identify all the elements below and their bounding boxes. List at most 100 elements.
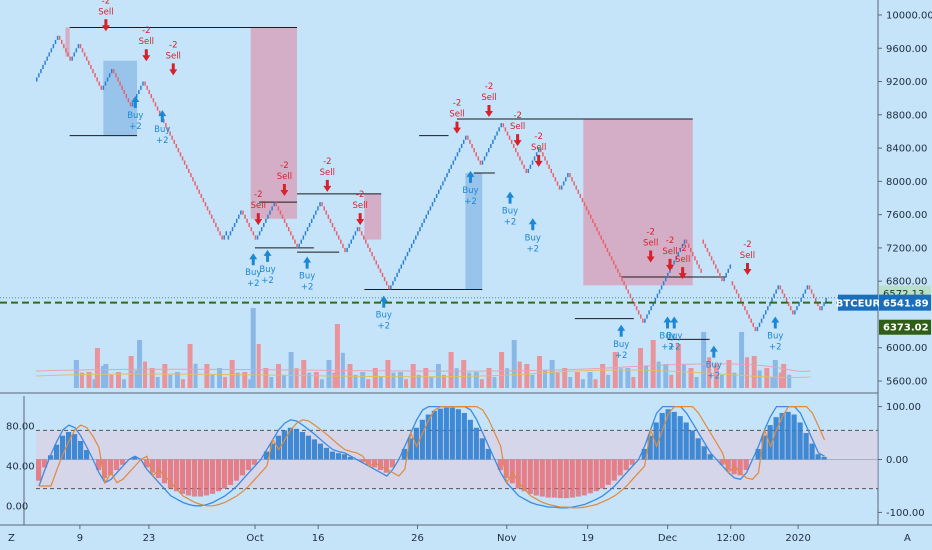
osc-histogram-bar bbox=[293, 428, 300, 460]
volume-bar bbox=[625, 368, 631, 388]
volume-bar bbox=[143, 361, 148, 388]
renko-brick bbox=[552, 173, 555, 178]
renko-brick bbox=[748, 314, 750, 319]
osc-histogram-bar bbox=[311, 439, 318, 460]
osc-histogram-bar bbox=[503, 459, 509, 479]
renko-brick bbox=[533, 156, 536, 161]
sell-arrow-icon bbox=[678, 267, 687, 280]
renko-brick bbox=[36, 77, 38, 82]
renko-brick bbox=[490, 143, 492, 149]
risk-zone bbox=[65, 27, 70, 57]
renko-brick bbox=[146, 85, 148, 90]
renko-brick bbox=[285, 222, 288, 228]
renko-brick bbox=[294, 239, 296, 244]
renko-brick bbox=[535, 152, 538, 157]
renko-brick bbox=[412, 239, 415, 244]
volume-bar bbox=[656, 361, 661, 388]
renko-brick bbox=[356, 227, 359, 232]
osc-histogram-bar bbox=[761, 435, 767, 460]
renko-brick bbox=[721, 277, 723, 282]
osc-histogram-bar bbox=[215, 459, 222, 492]
renko-brick bbox=[273, 202, 275, 207]
osc-histogram-bar bbox=[341, 454, 347, 460]
volume-bar bbox=[275, 364, 281, 388]
renko-brick bbox=[590, 214, 592, 219]
renko-brick bbox=[785, 297, 788, 302]
volume-bar bbox=[435, 364, 441, 388]
sell-arrow-icon bbox=[169, 63, 178, 76]
renko-brick bbox=[40, 69, 42, 74]
renko-brick bbox=[742, 301, 744, 307]
renko-brick bbox=[219, 231, 221, 236]
osc-histogram-bar bbox=[791, 414, 797, 460]
osc-histogram-bar bbox=[107, 459, 114, 476]
volume-bar bbox=[486, 368, 492, 388]
renko-brick bbox=[233, 222, 236, 228]
risk-zone bbox=[583, 118, 693, 286]
buy-arrow-icon bbox=[303, 256, 312, 269]
osc-histogram-bar bbox=[299, 431, 306, 460]
buy-signal-label: Buy bbox=[502, 207, 518, 217]
renko-brick bbox=[327, 214, 330, 219]
renko-brick bbox=[635, 306, 638, 311]
renko-brick bbox=[700, 268, 702, 273]
renko-brick bbox=[775, 289, 777, 294]
renko-brick bbox=[592, 218, 594, 223]
renko-brick bbox=[698, 264, 700, 269]
renko-brick bbox=[350, 239, 353, 244]
renko-brick bbox=[296, 243, 298, 248]
renko-brick bbox=[175, 143, 178, 149]
osc-histogram-bar bbox=[419, 419, 425, 460]
osc-histogram-bar bbox=[83, 449, 90, 460]
renko-brick bbox=[75, 48, 78, 53]
renko-brick bbox=[773, 293, 775, 298]
renko-brick bbox=[583, 202, 586, 207]
renko-brick bbox=[708, 252, 711, 257]
renko-brick bbox=[240, 210, 242, 215]
buy-signal-qty: +2 bbox=[464, 197, 477, 207]
osc-histogram-bar bbox=[455, 409, 461, 460]
renko-brick bbox=[792, 310, 794, 315]
volume-bar bbox=[764, 368, 770, 388]
renko-brick bbox=[46, 56, 48, 61]
renko-brick bbox=[194, 181, 196, 186]
renko-brick bbox=[644, 318, 646, 323]
renko-brick bbox=[129, 102, 132, 107]
renko-brick bbox=[504, 127, 507, 132]
renko-brick bbox=[131, 102, 134, 107]
volume-bar bbox=[92, 379, 97, 388]
buy-signal-qty: +2 bbox=[377, 322, 390, 332]
renko-brick bbox=[108, 73, 111, 78]
sell-arrow-icon bbox=[513, 134, 522, 147]
renko-brick bbox=[715, 264, 717, 269]
renko-brick bbox=[260, 227, 263, 232]
zones-layer bbox=[65, 27, 693, 290]
volume-bar bbox=[441, 374, 446, 388]
volume-bar bbox=[307, 372, 312, 388]
renko-brick bbox=[625, 285, 627, 290]
buy-arrow-icon bbox=[249, 253, 258, 266]
renko-brick bbox=[454, 156, 457, 161]
osc-histogram-bar bbox=[611, 459, 617, 481]
renko-brick bbox=[140, 85, 142, 90]
volume-bar bbox=[137, 340, 143, 388]
renko-brick bbox=[225, 231, 228, 236]
volume-bar bbox=[372, 368, 378, 388]
osc-histogram-bar bbox=[203, 459, 210, 496]
renko-brick bbox=[825, 297, 827, 302]
renko-brick bbox=[398, 268, 400, 273]
price-tick-label: 7600.00 bbox=[886, 210, 927, 221]
renko-brick bbox=[196, 185, 198, 190]
renko-brick bbox=[558, 185, 561, 190]
osc-histogram-bar bbox=[797, 422, 803, 460]
sell-signal-qty: -2 bbox=[254, 190, 262, 200]
renko-brick bbox=[492, 139, 494, 144]
renko-brick bbox=[360, 231, 363, 236]
volume-bar bbox=[454, 368, 459, 388]
volume-bar bbox=[256, 344, 261, 388]
osc-histogram-bar bbox=[233, 459, 240, 481]
renko-brick bbox=[354, 231, 357, 236]
osc-histogram-bar bbox=[737, 459, 743, 476]
renko-brick bbox=[789, 306, 792, 311]
